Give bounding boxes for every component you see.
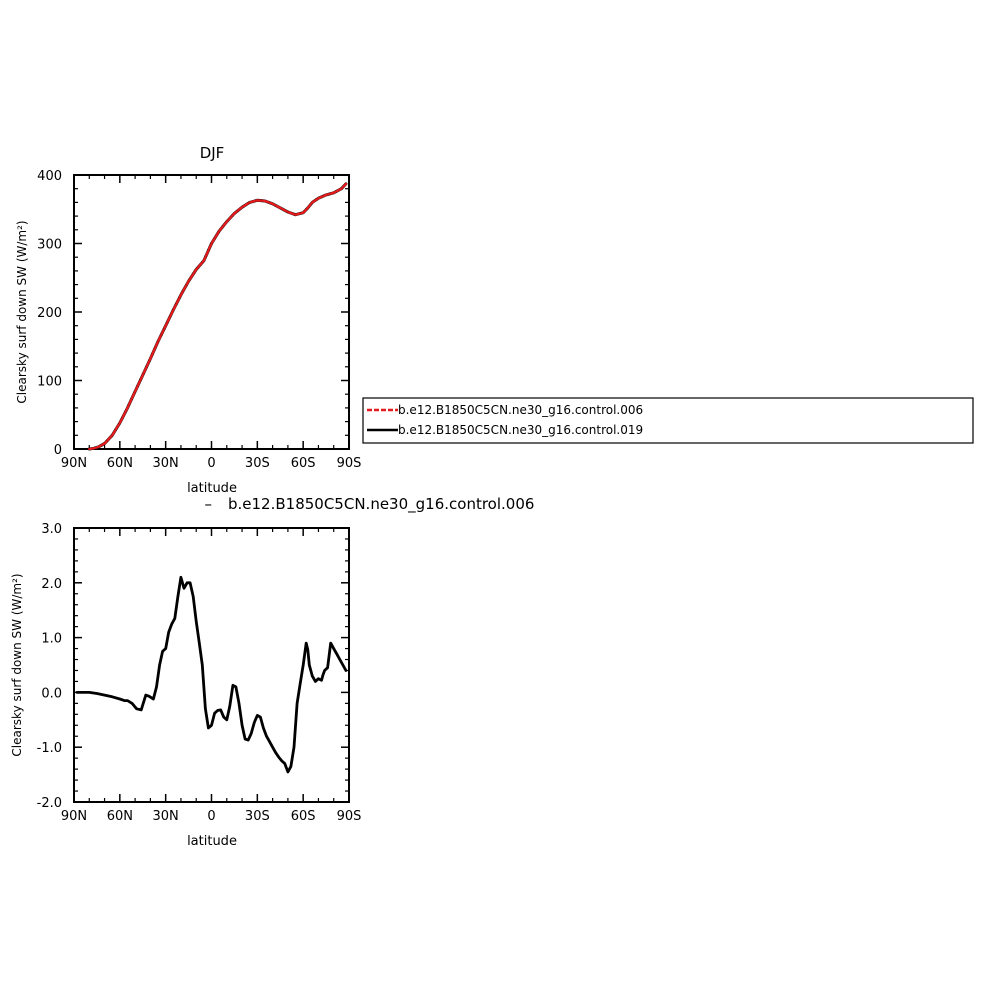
bottom-y-tick-label: 0.0 <box>41 686 62 701</box>
top-y-tick-label: 300 <box>37 238 62 253</box>
bottom-y-tick-label: -1.0 <box>37 741 62 756</box>
bottom-y-tick-label: 3.0 <box>41 522 62 537</box>
top-plot-frame <box>73 174 350 450</box>
bottom-plot-frame <box>73 527 350 803</box>
top-x-tick-label: 60S <box>291 456 316 471</box>
legend-label-019: b.e12.B1850C5CN.ne30_g16.control.019 <box>398 423 643 437</box>
legend: b.e12.B1850C5CN.ne30_g16.control.006 b.e… <box>362 397 974 444</box>
legend-box <box>362 397 974 444</box>
bottom-y-tick-label: -2.0 <box>37 796 62 811</box>
top-y-tick-label: 0 <box>54 443 62 458</box>
bottom-y-axis-label: Clearsky surf down SW (W/m²) <box>10 573 24 756</box>
bottom-x-tick-label: 90N <box>61 809 87 824</box>
top-y-tick-label: 400 <box>37 169 62 184</box>
top-x-tick-label: 90S <box>337 456 362 471</box>
top-y-axis-label: Clearsky surf down SW (W/m²) <box>15 220 29 403</box>
series-line-006 <box>88 182 348 451</box>
top-chart-title: DJF <box>200 144 225 162</box>
bottom-x-tick-label: 60N <box>107 809 133 824</box>
top-x-axis-label: latitude <box>187 481 237 496</box>
top-y-tick-label: 100 <box>37 375 62 390</box>
top-chart-panel: DJF 90N 60N 30N 0 30S 60S 90S 0 100 200 300 400 lat… <box>15 144 361 496</box>
top-x-tick-label: 90N <box>61 456 87 471</box>
top-x-tick-label: 60N <box>107 456 133 471</box>
legend-label-006: b.e12.B1850C5CN.ne30_g16.control.006 <box>398 403 643 417</box>
bottom-title-dash: – <box>205 495 213 513</box>
bottom-x-tick-label: 30S <box>245 809 270 824</box>
bottom-chart-panel: – b.e12.B1850C5CN.ne30_g16.control.006 9… <box>10 495 534 849</box>
bottom-x-tick-label: 30N <box>153 809 179 824</box>
bottom-y-tick-label: 1.0 <box>41 632 62 647</box>
bottom-y-tick-label: 2.0 <box>41 577 62 592</box>
top-x-tick-label: 30S <box>245 456 270 471</box>
bottom-x-tick-label: 90S <box>337 809 362 824</box>
bottom-x-tick-label: 60S <box>291 809 316 824</box>
bottom-chart-title: b.e12.B1850C5CN.ne30_g16.control.006 <box>228 495 534 514</box>
top-x-tick-label: 0 <box>207 456 215 471</box>
series-line-difference <box>75 575 348 774</box>
bottom-x-tick-label: 0 <box>207 809 215 824</box>
top-x-tick-label: 30N <box>153 456 179 471</box>
bottom-x-axis-label: latitude <box>187 834 237 849</box>
top-y-tick-label: 200 <box>37 306 62 321</box>
